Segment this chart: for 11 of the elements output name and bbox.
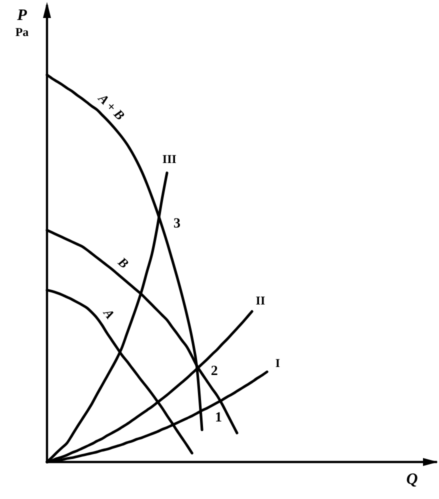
series-label: I [275, 356, 280, 370]
text: A [100, 305, 118, 322]
x-axis-title: Q [406, 471, 418, 488]
series-label: III [162, 152, 177, 166]
y-axis-title: P Pa [15, 7, 29, 39]
series-label: II [256, 293, 266, 308]
text: A + B [94, 90, 128, 124]
annotation: 3 [173, 216, 180, 232]
annotation: 2 [210, 364, 218, 380]
annotation: 1 [214, 410, 222, 426]
text: B [114, 253, 132, 272]
